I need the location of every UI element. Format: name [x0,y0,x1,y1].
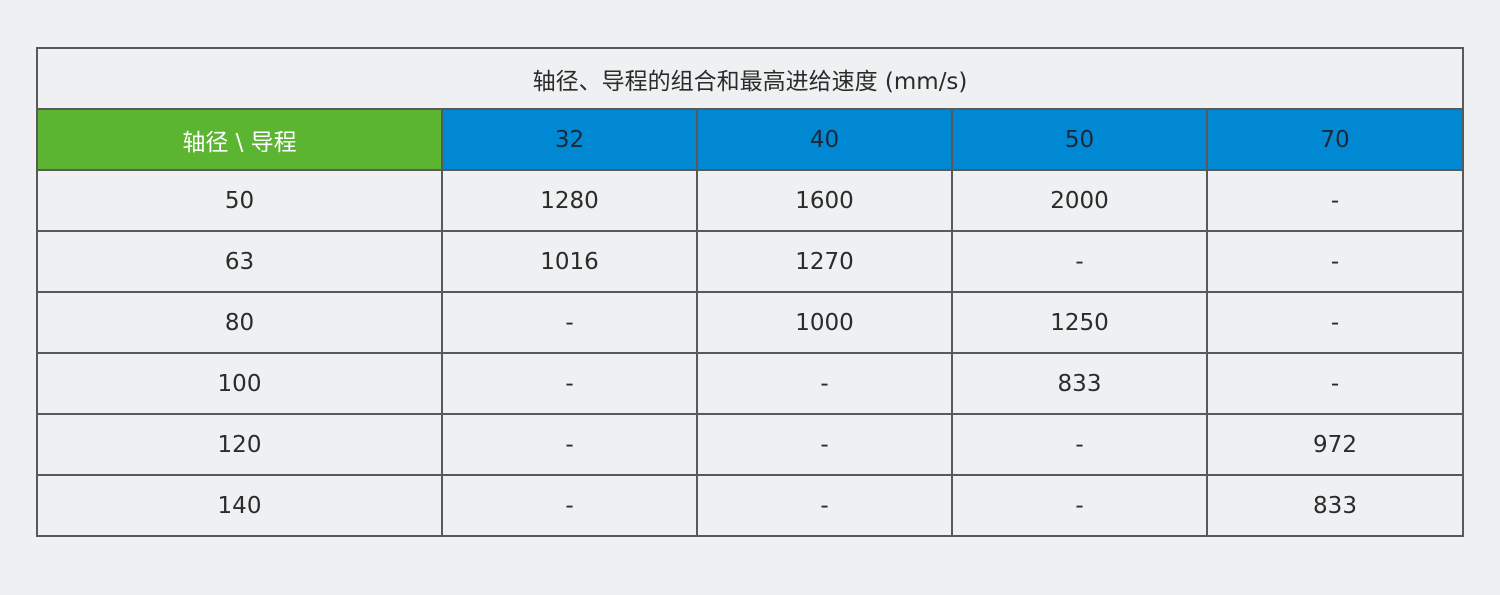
cell: - [951,413,1208,476]
cell: - [1205,230,1465,293]
cell: 833 [1205,474,1465,537]
cell: - [441,352,698,415]
row-label: 80 [36,291,443,354]
speed-table: 轴径、导程的组合和最高进给速度 (mm/s) 轴径 \ 导程 32 40 50 70 50… [35,47,1465,537]
header-cell: 40 [696,108,953,171]
data-row: 100- -833- [36,352,1465,415]
header-cell: 32 [441,108,698,171]
cell: - [441,291,698,354]
title-row: 轴径、导程的组合和最高进给速度 (mm/s) [35,47,1465,110]
header-cell: 50 [951,108,1208,171]
row-label: 140 [36,474,443,537]
cell: - [441,413,698,476]
cell: - [1205,352,1465,415]
header-cell: 轴径 \ 导程 [36,108,443,171]
cell: - [696,474,953,537]
row-label: 120 [36,413,443,476]
cell: - [1205,291,1465,354]
cell: 1016 [441,230,698,293]
cell: - [696,352,953,415]
header-cell: 70 [1205,108,1465,171]
row-label: 50 [36,169,443,232]
cell: 1280 [441,169,698,232]
header-row: 轴径 \ 导程 32 40 50 70 [36,108,1465,171]
cell: 833 [951,352,1208,415]
cell: 1600 [696,169,953,232]
data-row: 140- - -833 [36,474,1465,537]
cell: 1250 [951,291,1208,354]
cell: - [951,230,1208,293]
cell: 972 [1205,413,1465,476]
data-row: 80-1000 1250- [36,291,1465,354]
table-title: 轴径、导程的组合和最高进给速度 (mm/s) [35,47,1465,110]
table-body: 轴径、导程的组合和最高进给速度 (mm/s) 轴径 \ 导程 32 40 50 70 50… [35,47,1465,537]
cell: - [696,413,953,476]
data-row: 50 1280 1600 2000- [36,169,1465,232]
row-label: 100 [36,352,443,415]
data-row: 63 1016 1270- - [36,230,1465,293]
cell: 2000 [951,169,1208,232]
cell: 1270 [696,230,953,293]
row-label: 63 [36,230,443,293]
cell: - [441,474,698,537]
cell: - [951,474,1208,537]
cell: - [1205,169,1465,232]
data-row: 120- - -972 [36,413,1465,476]
cell: 1000 [696,291,953,354]
